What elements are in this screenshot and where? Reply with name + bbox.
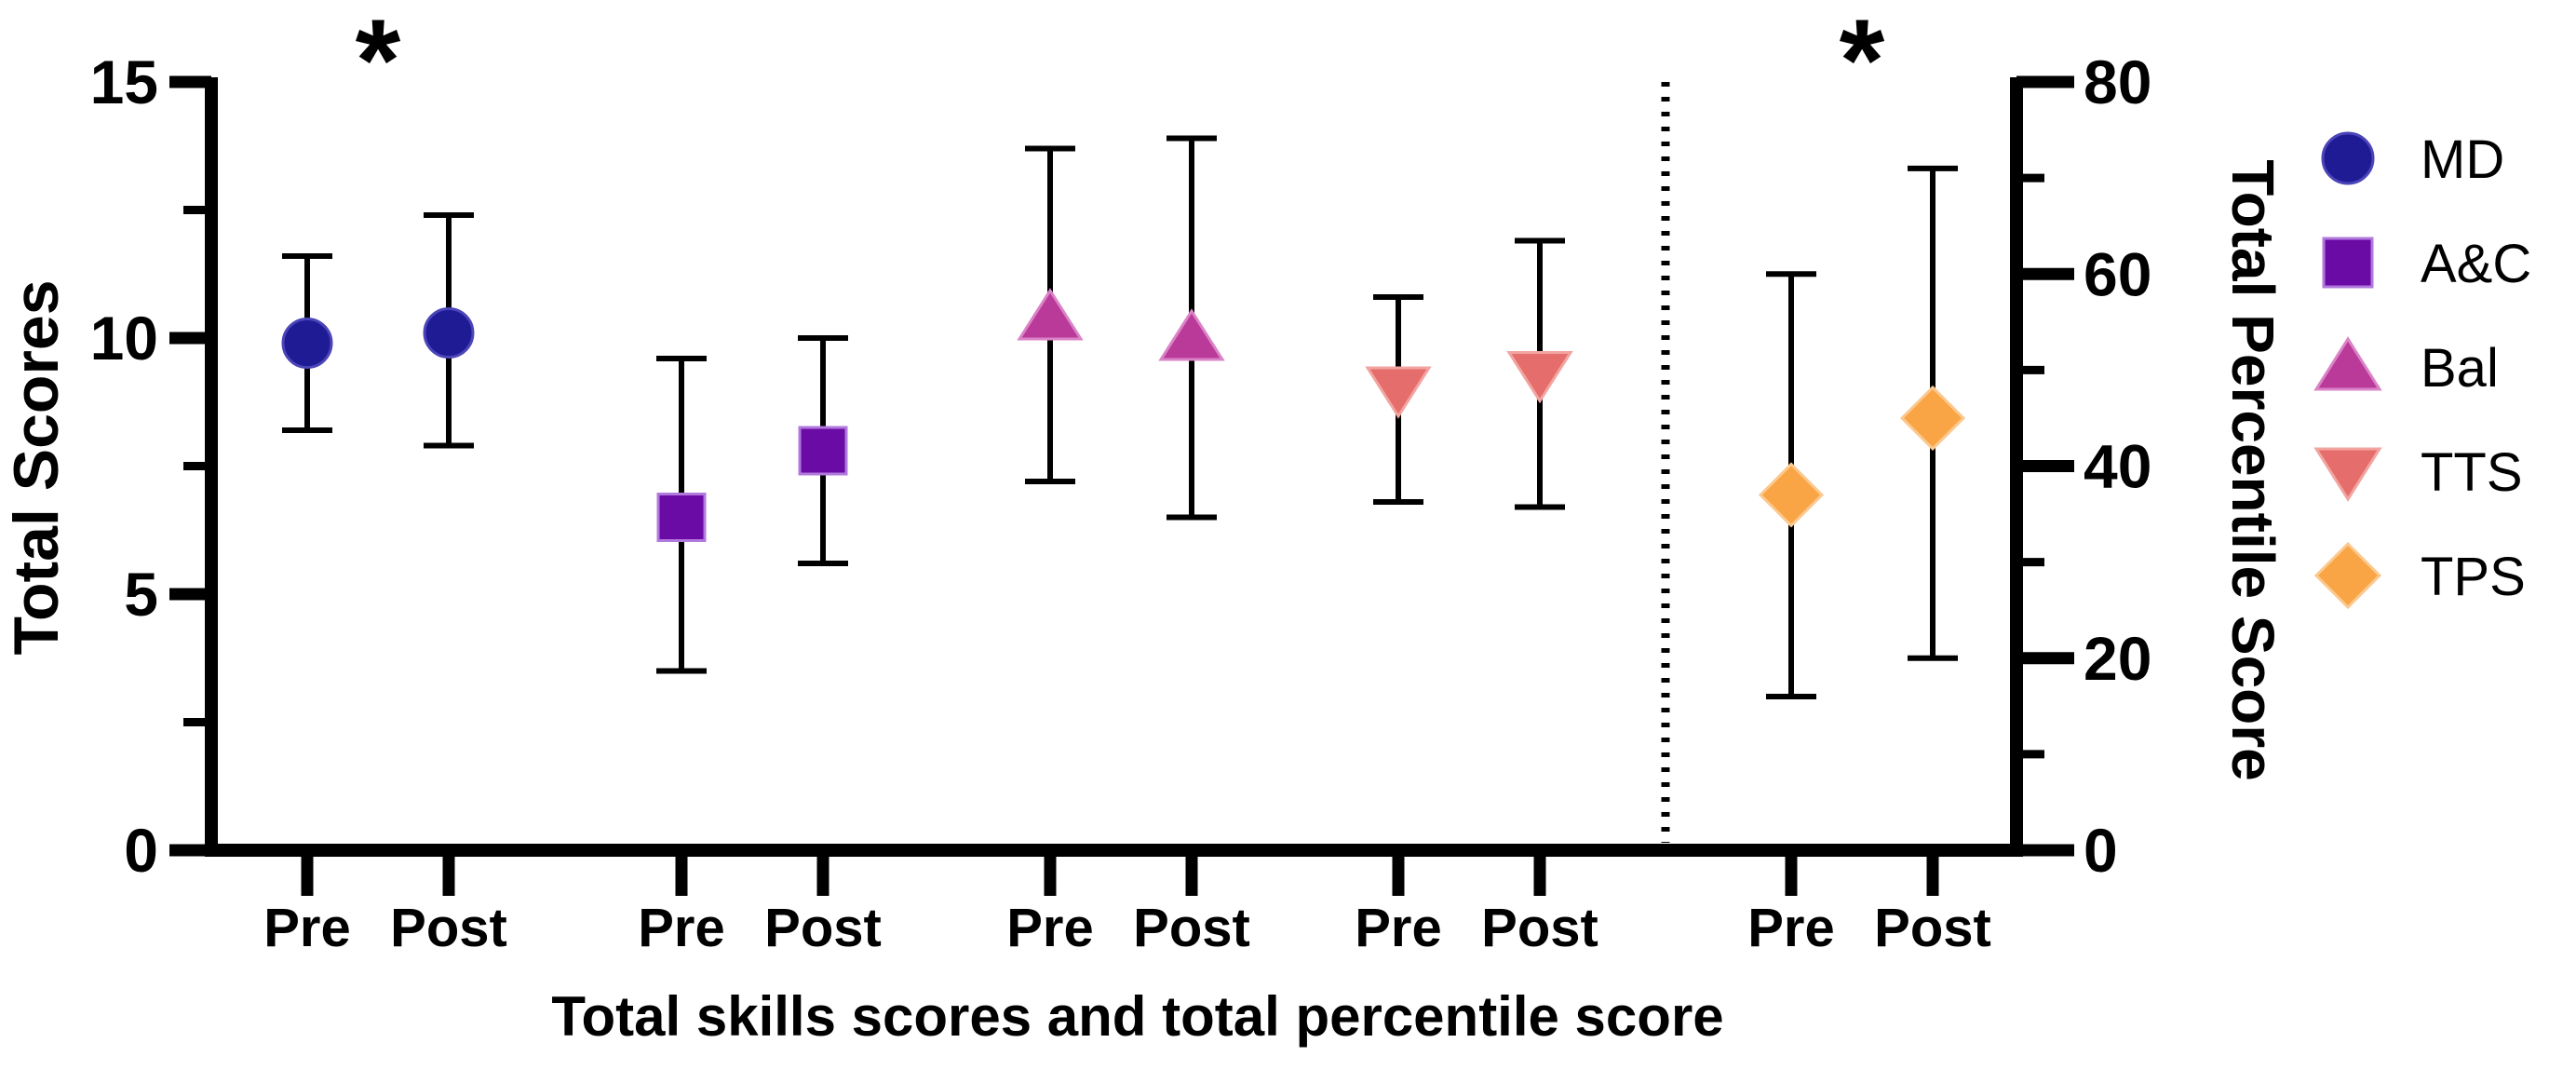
data-point-TTS-Post (1506, 237, 1573, 510)
left-axis-title: Total Scores (1, 279, 72, 655)
circle-marker (423, 307, 475, 359)
legend-label: MD (2421, 129, 2504, 190)
x-axis-pair-label: Pre (638, 898, 725, 958)
triangle-up-marker (1017, 288, 1084, 341)
x-axis-pair-label: Post (764, 898, 882, 958)
legend-item-MD: MD (2321, 129, 2504, 190)
legend-label: A&C (2421, 234, 2531, 294)
legend-label: Bal (2421, 338, 2499, 399)
data-point-TPS-Post (1899, 165, 1966, 661)
legend-item-A&C: A&C (2322, 234, 2531, 294)
circle-marker (281, 318, 333, 369)
x-axis-pair-label: Pre (263, 898, 351, 958)
triangle-up-marker (1158, 308, 1225, 361)
legend-label: TPS (2421, 547, 2526, 607)
left-axis-tick-label: 10 (90, 304, 158, 372)
right-axis-tick-label: 20 (2084, 624, 2151, 693)
x-axis-pair-label: Post (1133, 898, 1250, 958)
series-layer (281, 135, 1966, 699)
data-point-TPS-Pre (1758, 271, 1825, 699)
legend-item-Bal: Bal (2313, 336, 2499, 399)
data-point-A&C-Post (798, 335, 848, 566)
data-point-TTS-Pre (1365, 294, 1432, 505)
right-axis-tick-label: 80 (2084, 47, 2151, 116)
x-axis-pair-label: Post (1481, 898, 1598, 958)
triangle-down-marker (2313, 447, 2382, 502)
data-point-Bal-Pre (1017, 145, 1084, 484)
triangle-up-marker (2313, 336, 2382, 391)
left-axis-tick-label: 5 (124, 560, 158, 629)
x-axis-pair-label: Post (1874, 898, 1991, 958)
significance-layer: * * (356, 0, 1885, 126)
significance-asterisk: * (1840, 0, 1885, 126)
x-axis-title: Total skills scores and total percentile… (551, 985, 1723, 1048)
left-axis-tick-label: 0 (124, 816, 158, 885)
right-axis-tick-label: 0 (2084, 816, 2118, 885)
data-point-MD-Pre (281, 253, 333, 433)
axes-layer: 0 5 10 15 0 20 40 60 80 Pre Post Pre Post Pre Post Pre P… (90, 47, 2152, 958)
x-axis-pair-label: Post (390, 898, 507, 958)
triangle-down-marker (1506, 351, 1573, 404)
legend-layer: MD A&C Bal TTS TPS (2313, 129, 2531, 610)
circle-marker (2321, 131, 2375, 185)
x-axis-pair-label: Pre (1006, 898, 1094, 958)
right-axis-title: Total Percentile Score (2219, 159, 2286, 781)
right-axis-tick-label: 40 (2084, 432, 2151, 501)
diamond-marker (1899, 385, 1966, 452)
left-axis-tick-label: 15 (90, 47, 158, 116)
diamond-marker (2313, 541, 2382, 610)
right-axis-tick-label: 60 (2084, 239, 2151, 308)
legend-item-TTS: TTS (2313, 442, 2523, 503)
square-marker (656, 493, 707, 542)
x-axis-pair-label: Pre (1747, 898, 1835, 958)
diamond-marker (1758, 462, 1825, 528)
legend-item-TPS: TPS (2313, 541, 2526, 610)
x-axis-pair-label: Pre (1355, 898, 1442, 958)
triangle-down-marker (1365, 366, 1432, 419)
square-marker (798, 426, 848, 476)
significance-asterisk: * (356, 0, 401, 126)
data-point-A&C-Pre (656, 356, 707, 674)
square-marker (2322, 237, 2374, 289)
legend-label: TTS (2421, 442, 2523, 503)
data-point-Bal-Post (1158, 135, 1225, 521)
data-point-MD-Post (423, 212, 475, 449)
